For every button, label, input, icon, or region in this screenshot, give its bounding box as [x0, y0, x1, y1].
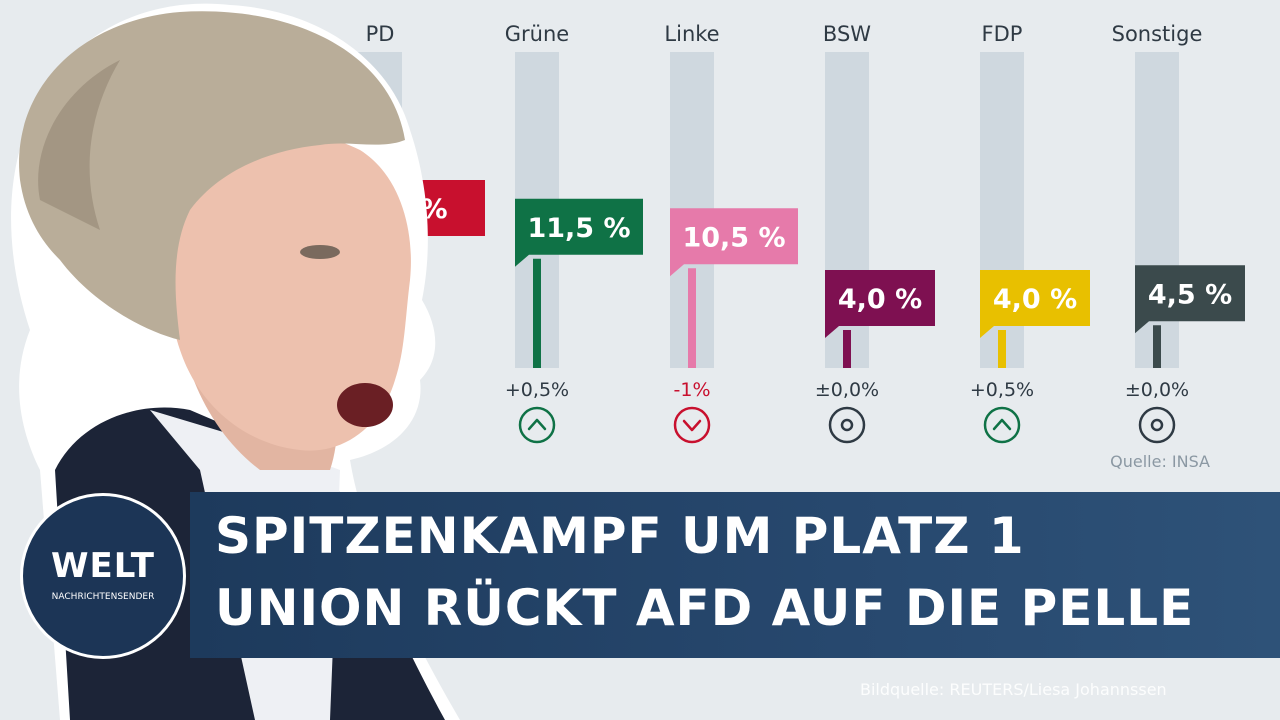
- value-label: 4,0 %: [838, 284, 922, 315]
- dot-circle-icon: [828, 406, 866, 444]
- chevron-up-icon: [518, 406, 556, 444]
- image-credit: Bildquelle: REUTERS/Liesa Johannssen: [860, 680, 1167, 699]
- party-label: PD: [366, 22, 395, 46]
- value-label: 4,5 %: [1148, 279, 1232, 310]
- party-label: Linke: [664, 22, 719, 46]
- value-flag: [1135, 265, 1245, 334]
- logo-main-text: WELT: [51, 546, 155, 586]
- value-flag: [670, 208, 798, 277]
- bar: [688, 268, 696, 368]
- value-flag: [825, 270, 935, 338]
- bar: [998, 330, 1006, 368]
- change-label: ±0,0%: [815, 379, 879, 401]
- dot-circle-icon: [1138, 406, 1176, 444]
- chevron-down-icon: [673, 406, 711, 444]
- source-label: Quelle: INSA: [1110, 452, 1210, 471]
- value-flag: [515, 198, 643, 267]
- party-label: BSW: [823, 22, 871, 46]
- party-label: FDP: [982, 22, 1023, 46]
- logo-sub-text: NACHRICHTENSENDER: [51, 592, 155, 602]
- bar: [843, 330, 851, 368]
- value-label: 11,5 %: [527, 213, 630, 244]
- change-label: +0,5%: [970, 379, 1034, 401]
- headline-band: [190, 492, 1280, 658]
- headline-line-1: SPITZENKAMPF UM PLATZ 1: [215, 507, 1025, 565]
- value-label: 10,5 %: [682, 222, 785, 253]
- bar: [1153, 325, 1161, 368]
- welt-logo: WELT NACHRICHTENSENDER: [20, 493, 186, 659]
- party-label: Grüne: [505, 22, 569, 46]
- headline-line-2: UNION RÜCKT AFD AUF DIE PELLE: [215, 579, 1195, 637]
- value-label: 4,0 %: [993, 284, 1077, 315]
- value-flag: [980, 270, 1090, 338]
- change-label: +0,5%: [505, 379, 569, 401]
- bar: [533, 258, 541, 368]
- change-label: -1%: [674, 379, 711, 401]
- change-label: ±0,0%: [1125, 379, 1189, 401]
- party-label: Sonstige: [1112, 22, 1203, 46]
- chevron-up-icon: [983, 406, 1021, 444]
